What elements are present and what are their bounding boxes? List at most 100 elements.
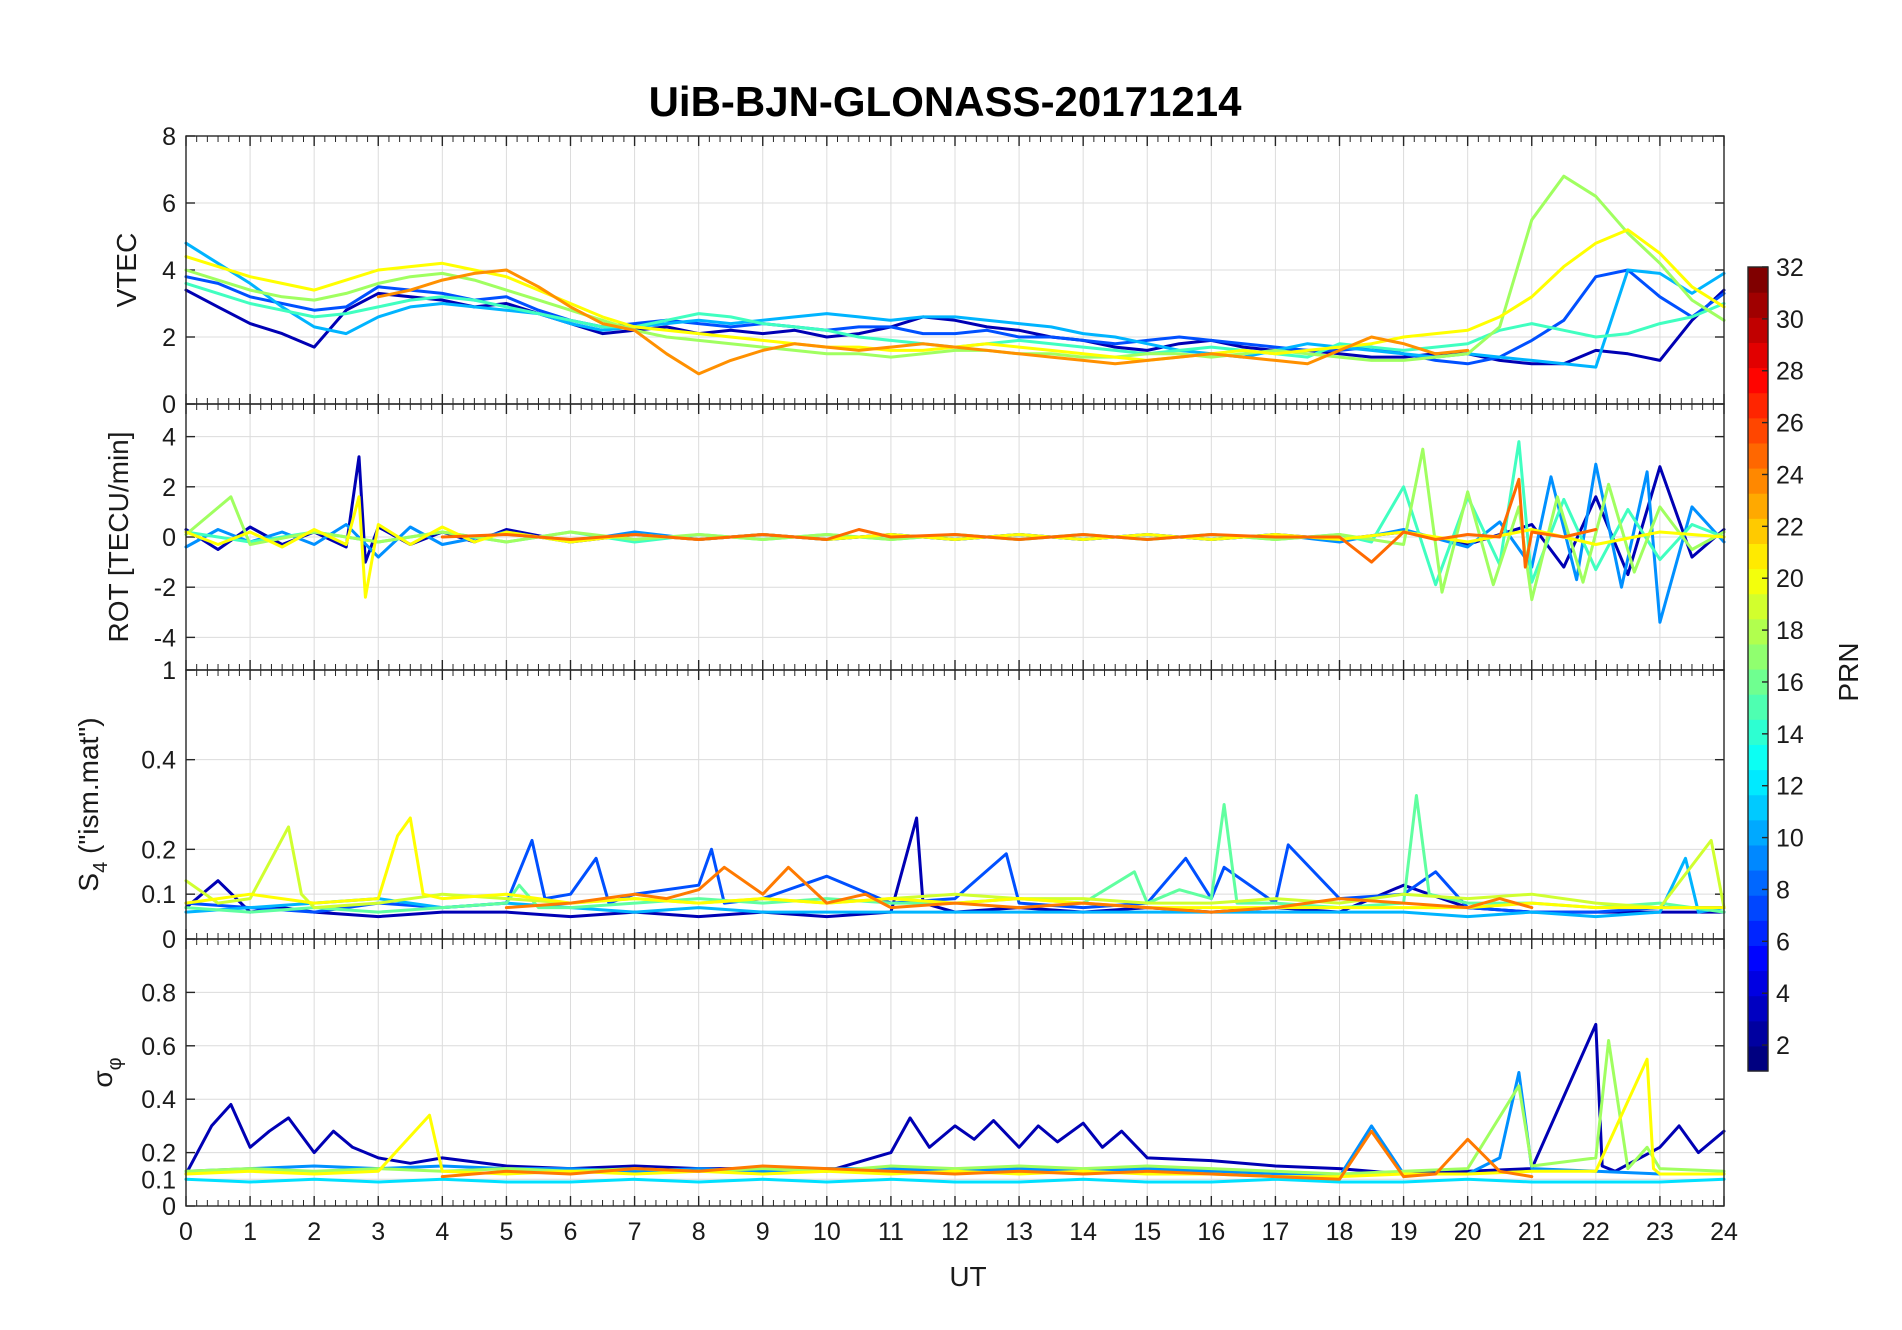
- y-tick-label: 1: [162, 657, 176, 685]
- y-tick-label: 0.1: [141, 1166, 176, 1194]
- colorbar-tick-label: 20: [1776, 565, 1804, 593]
- panel-s4: 0 0.1 0.2 0.4 1 S4 ("ism.mat"): [73, 657, 1726, 954]
- colorbar-tick-label: 16: [1776, 669, 1804, 697]
- series-prn-24: [440, 1129, 1534, 1181]
- x-tick-label: 7: [628, 1218, 642, 1246]
- colorbar-tick-label: 12: [1776, 773, 1804, 801]
- y-tick-label: 0: [162, 1193, 176, 1221]
- colorbar-swatch: [1748, 493, 1768, 519]
- series-prn-24: [504, 865, 1534, 914]
- colorbar-swatch: [1748, 870, 1768, 896]
- colorbar-swatch: [1748, 593, 1768, 620]
- x-tick-label: 10: [813, 1218, 841, 1246]
- colorbar-swatch: [1748, 342, 1768, 369]
- y-tick-label: 0.6: [141, 1033, 176, 1061]
- y-tick-label: 0.4: [141, 747, 176, 775]
- y-axis-label-s4: S4 ("ism.mat"): [73, 717, 112, 891]
- colorbar-swatch: [1748, 819, 1768, 846]
- x-tick-label: 5: [499, 1218, 513, 1246]
- colorbar-swatch: [1748, 669, 1768, 695]
- x-tick-label: 11: [878, 1218, 904, 1246]
- colorbar-tick-label: 4: [1776, 980, 1790, 1008]
- y-tick-label: 0.8: [141, 979, 176, 1007]
- series-prn-8: [184, 1071, 1726, 1179]
- y-tick-label: 0.1: [141, 881, 176, 909]
- y-tick-label: 0.4: [141, 1086, 176, 1114]
- x-tick-label: 9: [756, 1218, 770, 1246]
- colorbar-swatch: [1748, 694, 1768, 720]
- colorbar-swatch: [1748, 568, 1768, 595]
- y-tick-label: 0.2: [141, 1140, 176, 1168]
- x-tick-label: 0: [179, 1218, 193, 1246]
- x-tick-label: 12: [941, 1218, 969, 1246]
- colorbar-swatch: [1748, 442, 1768, 469]
- figure-title: UiB-BJN-GLONASS-20171214: [649, 78, 1243, 125]
- series-prn-24: [440, 477, 1598, 569]
- colorbar-tick-label: 10: [1776, 825, 1804, 853]
- x-tick-label: 21: [1518, 1218, 1546, 1246]
- colorbar-swatch: [1748, 367, 1768, 394]
- colorbar-swatch: [1748, 744, 1768, 771]
- colorbar-swatch: [1748, 719, 1768, 745]
- x-tick-label: 17: [1262, 1218, 1290, 1246]
- panel-rot: -4 -2 0 2 4 ROT [TECU/min]: [103, 403, 1726, 671]
- colorbar-swatch: [1748, 643, 1768, 670]
- colorbar-tick-label: 28: [1776, 358, 1804, 386]
- panel-sigma_phi: 00.10.2 0.4 0.6 0.8 σφ: [87, 938, 1726, 1221]
- x-tick-label: 1: [243, 1218, 257, 1246]
- x-tick-label: 16: [1197, 1218, 1225, 1246]
- x-tick-label: 15: [1133, 1218, 1161, 1246]
- series-prn-17: [184, 174, 1726, 362]
- series-prn-2: [184, 816, 1726, 919]
- y-tick-label: 0.2: [141, 836, 176, 864]
- colorbar-tick-label: 26: [1776, 410, 1804, 438]
- x-tick-label: 23: [1646, 1218, 1674, 1246]
- series-prn-20: [184, 816, 1726, 910]
- colorbar-swatch: [1748, 292, 1768, 318]
- y-tick-label: 6: [162, 190, 176, 218]
- y-tick-label: 4: [162, 424, 176, 452]
- colorbar-swatch: [1748, 995, 1768, 1022]
- series-prn-17: [184, 1039, 1726, 1176]
- colorbar-swatch: [1748, 392, 1768, 419]
- colorbar-tick-label: 24: [1776, 461, 1804, 489]
- colorbar-swatch: [1748, 618, 1768, 645]
- x-tick-label: 20: [1454, 1218, 1482, 1246]
- colorbar-tick-label: 32: [1776, 254, 1804, 282]
- colorbar-swatch: [1748, 970, 1768, 997]
- colorbar-swatch: [1748, 468, 1768, 494]
- colorbar-swatch: [1748, 543, 1768, 570]
- colorbar-tick-label: 18: [1776, 617, 1804, 645]
- y-tick-label: 8: [162, 123, 176, 151]
- colorbar-swatch: [1748, 794, 1768, 821]
- x-tick-label: 6: [564, 1218, 578, 1246]
- y-tick-label: 0: [162, 926, 176, 954]
- x-tick-label: 18: [1326, 1218, 1354, 1246]
- colorbar-frame: [1747, 266, 1769, 1072]
- y-tick-label: 0: [162, 391, 176, 419]
- colorbar-swatch: [1748, 417, 1768, 444]
- x-tick-label: 4: [435, 1218, 449, 1246]
- y-axis-label-vtec: VTEC: [111, 233, 142, 308]
- x-tick-label: 24: [1710, 1218, 1738, 1246]
- colorbar-tick-label: 14: [1776, 721, 1804, 749]
- colorbar-swatch: [1748, 769, 1768, 796]
- y-axis-label-rot: ROT [TECU/min]: [103, 431, 134, 642]
- y-tick-label: 0: [162, 524, 176, 552]
- series-prn-23: [376, 268, 1470, 376]
- colorbar-swatch: [1748, 518, 1768, 544]
- x-tick-label: 13: [1005, 1218, 1033, 1246]
- x-tick-label: 8: [692, 1218, 706, 1246]
- colorbar-tick-label: 30: [1776, 306, 1804, 334]
- y-tick-label: 2: [162, 474, 176, 502]
- colorbar-tick-label: 8: [1776, 876, 1790, 904]
- panel-vtec: 0 2 4 6 8 VTEC: [111, 123, 1726, 419]
- colorbar-tick-label: 6: [1776, 928, 1790, 956]
- colorbar-label: PRN: [1833, 642, 1864, 701]
- x-axis-ticks: 0 1 2 3 4 5 6 7 8 9 10 11 12 13 14 15 16 17 18 19 20 21 22 23 24: [179, 1218, 1738, 1246]
- colorbar-swatch: [1748, 895, 1768, 921]
- colorbar-swatch: [1748, 920, 1768, 946]
- x-tick-label: 14: [1069, 1218, 1097, 1246]
- colorbar-swatch: [1748, 317, 1768, 343]
